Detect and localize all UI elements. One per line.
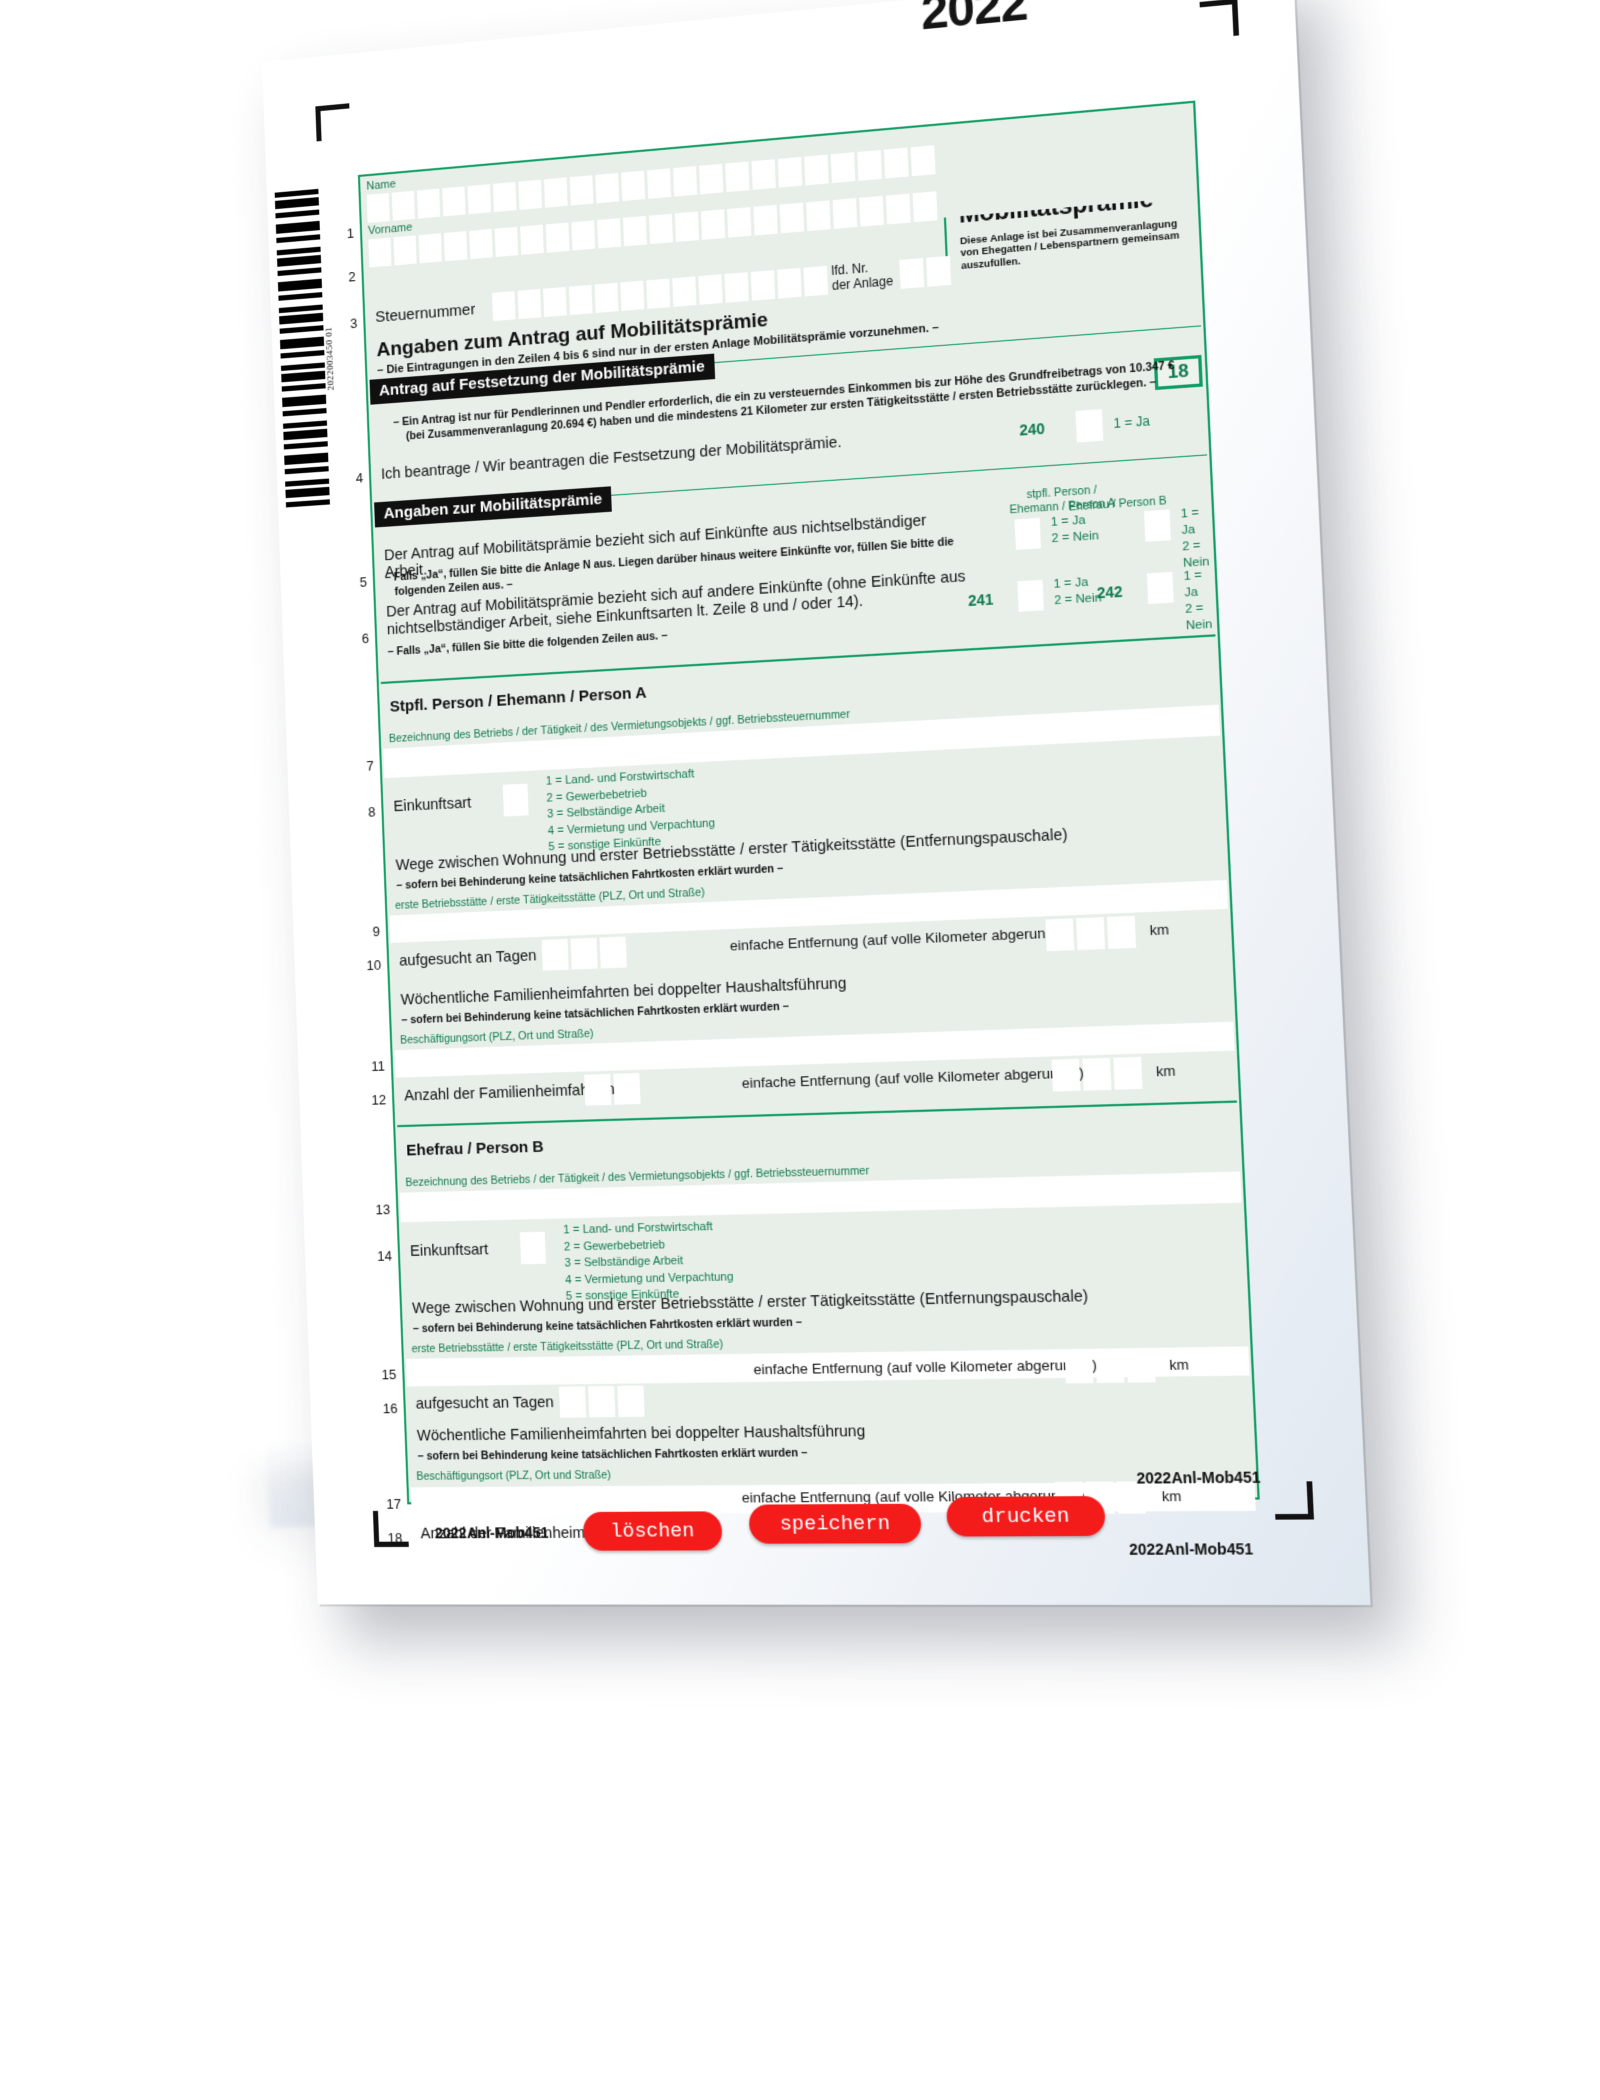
- row6-opt-ja-b: 1 = Ja: [1183, 569, 1203, 600]
- row-number-3: 3: [349, 315, 358, 332]
- person-b-km-label-2: km: [1161, 1487, 1182, 1505]
- row6-checkbox-person-a[interactable]: [1017, 579, 1044, 612]
- row6-options-b: 1 = Ja 2 = Nein: [1183, 567, 1217, 634]
- row-number-5: 5: [359, 573, 368, 591]
- person-a-aufgesucht-label: aufgesucht an Tagen: [398, 947, 537, 970]
- person-a-heading: Stpfl. Person / Ehemann / Person A: [389, 683, 647, 716]
- row6-opt-nein-b: 2 = Nein: [1184, 601, 1213, 633]
- row5-options-b: 1 = Ja 2 = Nein: [1180, 505, 1214, 572]
- form-code-bottom-right: 2022Anl-Mob451: [1136, 1468, 1261, 1487]
- row-number-14: 14: [376, 1247, 393, 1265]
- row6-options-a: 1 = Ja 2 = Nein: [1053, 574, 1102, 609]
- row6-opt-nein-a: 2 = Nein: [1054, 591, 1102, 608]
- row6-code-a: 241: [967, 590, 994, 610]
- print-button[interactable]: drucken: [945, 1496, 1106, 1537]
- row6-checkbox-person-b[interactable]: [1146, 571, 1174, 605]
- form-year: 2022: [919, 0, 1029, 41]
- row-number-17: 17: [386, 1495, 402, 1512]
- person-a-anzahl-label: Anzahl der Familienheimfahrten: [403, 1081, 616, 1105]
- row-number-9: 9: [372, 923, 381, 940]
- person-a-km-label: km: [1149, 921, 1170, 939]
- row4-field-code: 240: [1019, 419, 1046, 439]
- row5-opt-nein-a: 2 = Nein: [1051, 529, 1100, 546]
- person-b-aufgesucht-input[interactable]: [558, 1385, 645, 1418]
- row-number-16: 16: [382, 1400, 398, 1417]
- crop-mark-bottom-right-icon: [1274, 1481, 1314, 1520]
- row-number-18: 18: [387, 1529, 403, 1546]
- steuernummer-input[interactable]: [492, 265, 829, 322]
- person-b-wege-title: Wege zwischen Wohnung und erster Betrieb…: [411, 1288, 1089, 1318]
- row6-code-b: 242: [1096, 582, 1123, 602]
- crop-mark-top-right-icon: [1199, 0, 1240, 39]
- person-a-anzahl-input[interactable]: [584, 1072, 641, 1106]
- row-number-12: 12: [371, 1091, 387, 1108]
- save-button[interactable]: speichern: [748, 1503, 922, 1544]
- row-number-1: 1: [346, 225, 355, 242]
- person-a-aufgesucht-input[interactable]: [541, 936, 627, 971]
- person-b-familien-note: – sofern bei Behinderung keine tatsächli…: [417, 1446, 808, 1463]
- row5-checkbox-person-b[interactable]: [1144, 509, 1171, 542]
- row-number-11: 11: [370, 1057, 386, 1075]
- person-b-heading: Ehefrau / Person B: [405, 1137, 545, 1160]
- lfd-nr-input[interactable]: [899, 255, 952, 289]
- person-a-entfernung-input[interactable]: [1045, 915, 1137, 952]
- row4-checkbox[interactable]: [1075, 409, 1104, 443]
- form-code-bottom-left: 2022Anl-Mob451: [434, 1523, 549, 1542]
- person-b-einkunftsart-label: Einkunftsart: [409, 1241, 489, 1261]
- delete-button[interactable]: löschen: [582, 1511, 723, 1551]
- row5-opt-ja-b: 1 = Ja: [1180, 506, 1200, 538]
- person-b-beschaeftigungsort-label: Beschäftigungsort (PLZ, Ort und Straße): [416, 1468, 612, 1484]
- row-number-2: 2: [348, 268, 356, 285]
- row4-option-ja: 1 = Ja: [1113, 413, 1151, 432]
- person-a-entfernung-label: einfache Entfernung (auf volle Kilometer…: [729, 923, 1072, 954]
- person-b-entfernung-input[interactable]: [1064, 1350, 1156, 1384]
- name-label-overlay: Name: [366, 177, 397, 193]
- row-number-4: 4: [355, 469, 364, 486]
- person-b-km-label: km: [1169, 1356, 1190, 1374]
- row-number-10: 10: [366, 956, 382, 974]
- row-number-6: 6: [361, 630, 370, 647]
- person-a-entfernung-input-2[interactable]: [1051, 1056, 1143, 1092]
- tax-form-sheet: 2022003450 01 2022 Anlage Mobilitätspräm…: [262, 0, 1371, 1606]
- row5-checkbox-person-a[interactable]: [1014, 517, 1042, 550]
- crop-mark-top-left-icon: [315, 103, 350, 142]
- form-code-inner: 2022Anl-Mob451: [1128, 1539, 1254, 1559]
- person-b-staette-label: erste Betriebsstätte / erste Tätigkeitss…: [411, 1337, 724, 1356]
- person-a-entfernung-label-2: einfache Entfernung (auf volle Kilometer…: [741, 1064, 1085, 1092]
- row-number-15: 15: [381, 1366, 397, 1383]
- section-header-angaben: Angaben zur Mobilitätsprämie: [374, 486, 613, 528]
- person-b-einkunftsart-options: 1 = Land- und Forstwirtschaft 2 = Gewerb…: [563, 1219, 734, 1306]
- row-number-13: 13: [375, 1201, 391, 1218]
- lfd-nr-label: lfd. Nr. der Anlage: [831, 258, 893, 294]
- row-number-7: 7: [366, 757, 375, 774]
- person-a-einkunftsart-input[interactable]: [502, 783, 529, 817]
- steuernummer-label: Steuernummer: [374, 300, 476, 327]
- barcode-number: 2022003450 01: [323, 326, 336, 391]
- person-a-km-label-2: km: [1155, 1062, 1176, 1080]
- person-b-einkunftsart-input[interactable]: [519, 1231, 546, 1265]
- person-a-einkunftsart-label: Einkunftsart: [393, 794, 472, 816]
- person-b-wege-note: – sofern bei Behinderung keine tatsächli…: [412, 1316, 803, 1336]
- form-frame: Anlage Mobilitätsprämie Diese Anlage ist…: [347, 100, 1260, 1558]
- barcode-icon: [274, 188, 331, 513]
- person-b-familien-title: Wöchentliche Familienheimfahrten bei dop…: [416, 1423, 866, 1445]
- row-number-8: 8: [367, 803, 376, 820]
- row5-options-a: 1 = Ja 2 = Nein: [1051, 512, 1100, 548]
- row4-text: Ich beantrage / Wir beantragen die Fests…: [380, 434, 843, 484]
- person-b-aufgesucht-label: aufgesucht an Tagen: [415, 1394, 555, 1413]
